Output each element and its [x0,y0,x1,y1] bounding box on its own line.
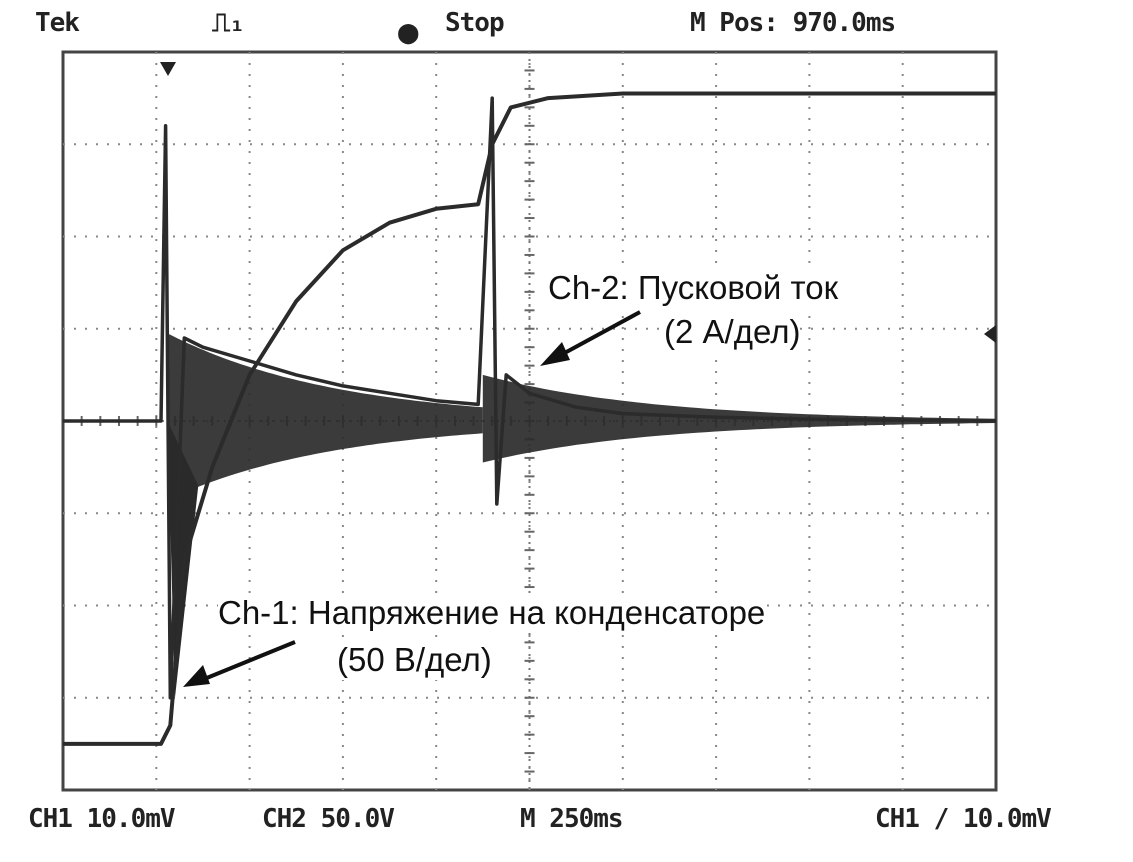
scope-header: Tek ⎍₁ ● Stop M Pos: 970.0ms [0,0,1133,52]
ch1-annotation-title: Ch-1: Напряжение на конденсаторе [218,593,766,633]
horizontal-position: M Pos: 970.0ms [690,8,896,38]
trigger-mode-icon: ⎍₁ [212,8,245,38]
ch2-oscillation-band [167,333,483,500]
annotation-arrows [183,310,641,687]
stop-indicator-icon: ● [398,12,419,52]
ch1-voltage-trace [63,91,996,746]
ch1-arrow [191,640,296,686]
ch1-annotation-scale: (50 В/дел) [337,640,492,680]
trigger-readout: CH1 ∕ 10.0mV [875,804,1052,834]
ch1-scale-readout: CH1 10.0mV [28,804,176,834]
brand-logo: Tek [35,8,80,38]
timebase-readout: M 250ms [520,804,624,834]
ch2-arrowhead-icon [540,342,570,366]
traces [63,91,997,746]
markers [160,62,996,343]
trigger-level-marker [984,325,996,343]
ch1-arrowhead-icon [183,665,210,687]
trigger-position-marker [160,62,176,76]
ch2-current-trace [63,96,997,700]
run-state: Stop [445,8,505,38]
ch2-annotation-scale: (2 А/дел) [664,312,801,352]
ch2-annotation-title: Ch-2: Пусковой ток [548,268,839,308]
ch2-scale-readout: CH2 50.0V [262,804,395,834]
